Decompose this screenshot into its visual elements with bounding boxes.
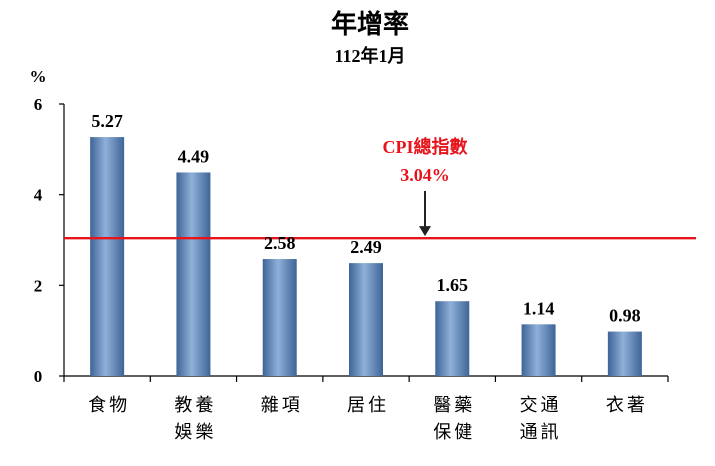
data-label: 2.49 [350, 237, 382, 257]
cpi-label: CPI總指數 [383, 136, 468, 157]
bar [435, 301, 470, 376]
chart-title: 年增率 [331, 9, 409, 40]
data-label: 1.14 [523, 298, 555, 318]
bar [262, 259, 297, 376]
bar [90, 137, 125, 376]
category-label: 娛樂 [174, 422, 216, 443]
data-label: 5.27 [91, 111, 123, 131]
data-label: 4.49 [178, 146, 210, 166]
cpi-reference: CPI總指數 3.04% [64, 136, 696, 240]
y-tick-label: 4 [34, 186, 43, 205]
cpi-value-label: 3.04% [400, 165, 450, 185]
axes: 0 2 4 6 [34, 95, 669, 386]
category-label: 衣著 [606, 395, 648, 416]
category-label: 食物 [88, 395, 130, 416]
chart-subtitle: 112年1月 [334, 45, 405, 66]
y-axis-unit: % [30, 67, 47, 86]
y-tick-label: 2 [34, 276, 43, 295]
bar [607, 331, 642, 376]
category-label: 通訊 [520, 422, 562, 443]
bar [349, 263, 383, 376]
y-tick-label: 6 [34, 95, 43, 114]
data-label: 1.65 [437, 275, 469, 295]
bar [521, 324, 556, 376]
category-label: 交通 [520, 395, 562, 416]
category-label: 雜項 [261, 395, 303, 416]
y-tick-label: 0 [34, 367, 43, 386]
category-label: 居住 [347, 395, 389, 416]
bars [90, 137, 642, 376]
data-label: 2.58 [264, 233, 296, 253]
category-label: 醫藥 [433, 395, 475, 416]
category-label: 保健 [433, 422, 475, 443]
bar [176, 172, 211, 376]
data-label: 0.98 [609, 306, 641, 326]
category-label: 教養 [174, 395, 216, 416]
cpi-arrow-head [419, 226, 431, 237]
